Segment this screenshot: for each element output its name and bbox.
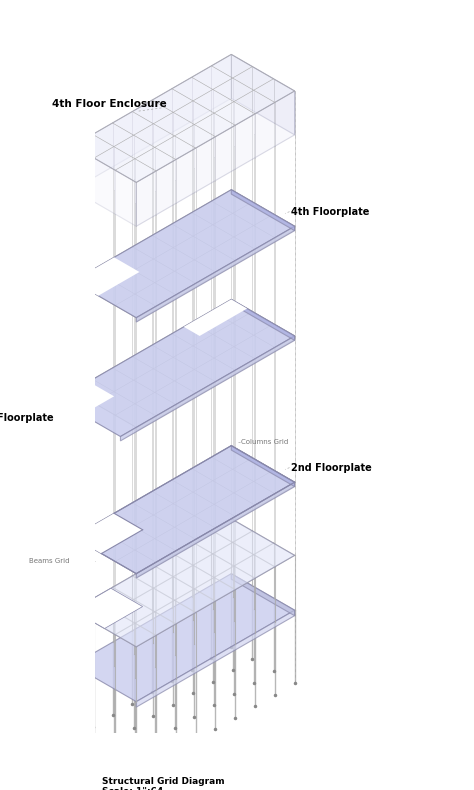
Polygon shape [73,146,137,226]
Polygon shape [73,519,295,647]
Text: 4th Floor Enclosure: 4th Floor Enclosure [52,100,167,109]
Polygon shape [231,299,295,340]
Text: 2nd Floorplate: 2nd Floorplate [291,463,371,472]
Text: 4th Floorplate: 4th Floorplate [291,207,369,216]
Polygon shape [73,299,295,427]
Polygon shape [231,574,295,615]
Polygon shape [231,299,295,340]
Polygon shape [73,190,295,318]
Polygon shape [57,382,114,415]
Polygon shape [73,55,231,190]
Text: 3rd Floorplate: 3rd Floorplate [0,413,53,423]
Polygon shape [73,446,295,574]
Polygon shape [137,226,295,322]
Polygon shape [73,258,139,295]
Polygon shape [137,336,295,431]
Polygon shape [231,55,295,135]
Polygon shape [73,446,295,574]
Polygon shape [73,589,143,629]
Polygon shape [231,446,295,487]
Polygon shape [137,482,295,577]
Polygon shape [73,574,295,702]
Polygon shape [184,299,247,336]
Text: Columns Grid: Columns Grid [241,439,289,445]
Polygon shape [231,446,295,486]
Polygon shape [57,299,295,437]
Polygon shape [231,190,295,230]
Polygon shape [120,336,295,441]
Polygon shape [137,610,295,707]
Text: Structural Grid Diagram
Scale: 1":64: Structural Grid Diagram Scale: 1":64 [102,777,225,790]
Polygon shape [137,91,295,226]
Polygon shape [73,190,295,318]
Polygon shape [73,55,295,182]
Text: Beams Grid: Beams Grid [29,558,70,564]
Polygon shape [73,514,143,554]
Polygon shape [231,190,295,231]
Polygon shape [137,226,295,322]
Polygon shape [137,482,295,578]
